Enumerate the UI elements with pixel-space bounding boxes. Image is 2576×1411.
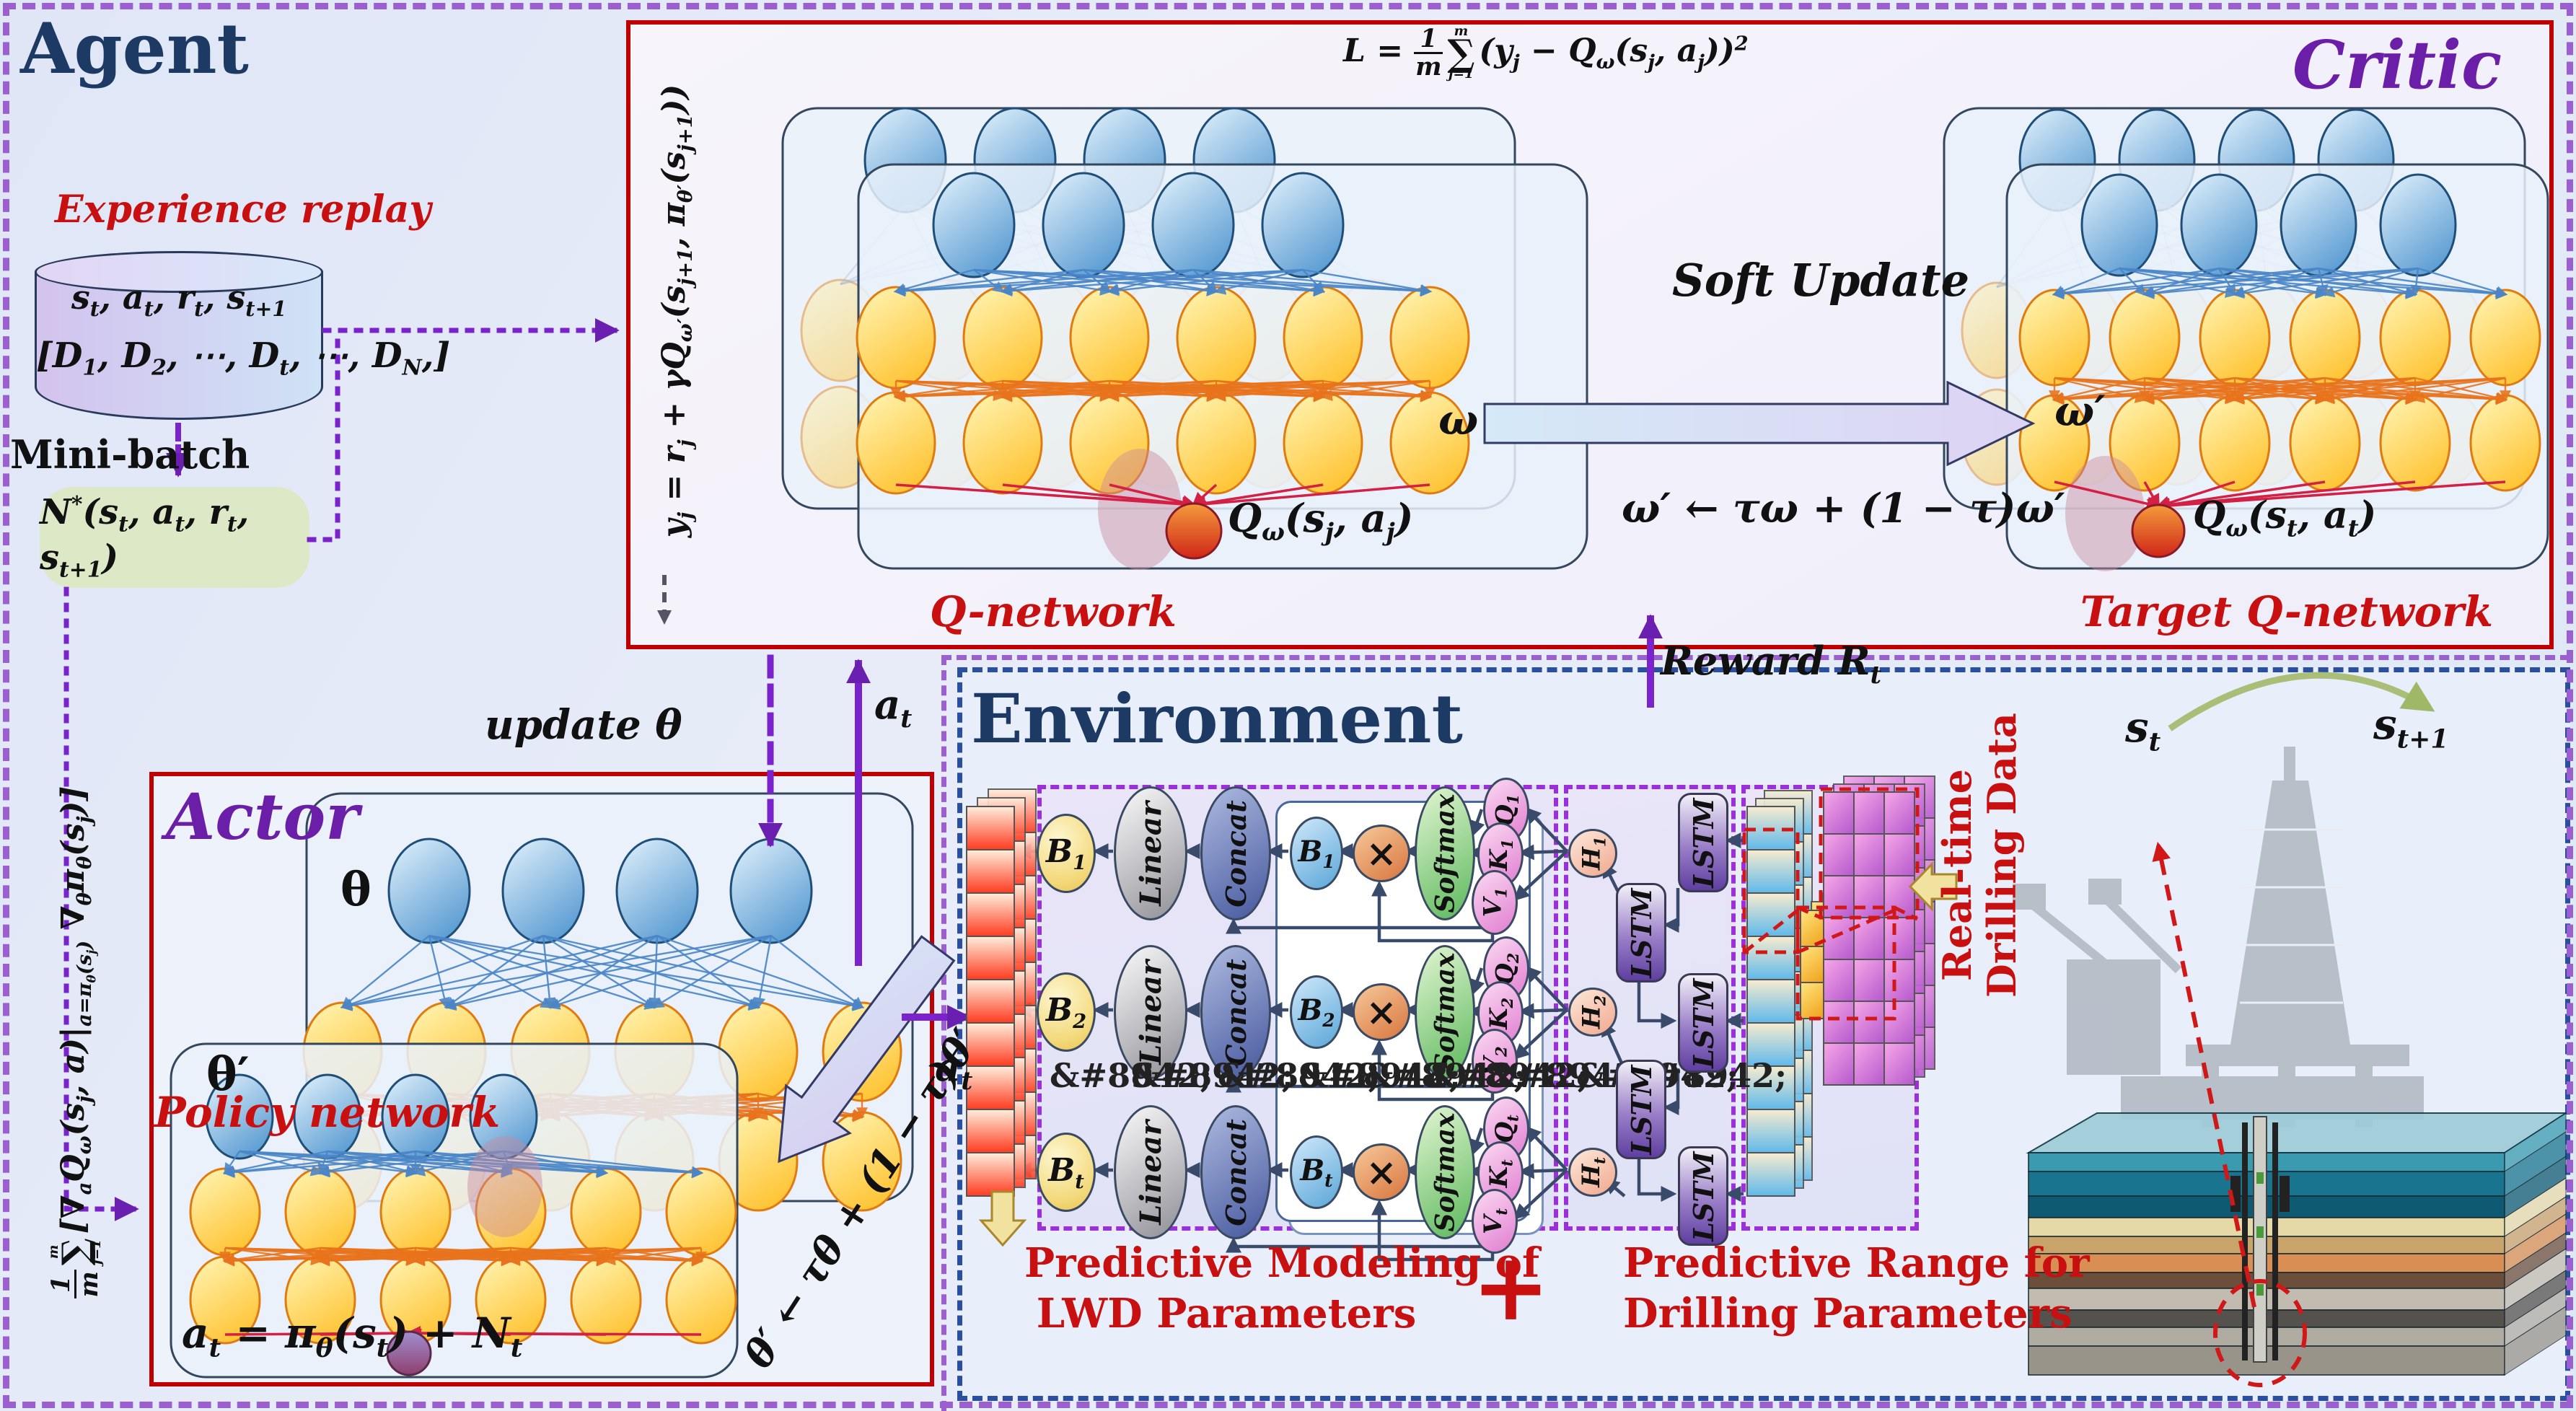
lstm-block: LSTM (1616, 883, 1666, 983)
q-network-output-label: Qω(sj, aj) (1228, 495, 1414, 546)
plus-sign: + (1472, 1231, 1550, 1342)
neural-network-graphic (1943, 107, 2549, 571)
attention-flow-arrows (1015, 806, 1744, 1262)
omega-label: ω (1438, 395, 1479, 444)
state-transition-arrow (2168, 672, 2435, 731)
replay-buffer-text: [D1, D2, ⋯, Dt, ⋯, DN,] (36, 335, 451, 381)
hidden-state-node: H1 (1568, 829, 1617, 878)
b-attention-node: B1 (1290, 817, 1343, 890)
lstm-block: LSTM (1678, 793, 1728, 892)
state-next-label: st+1 (2373, 700, 2449, 755)
minibatch-box: N*(st, at, rt, st+1) (40, 487, 309, 588)
subsurface-earth-block (2026, 841, 2569, 1387)
lstm-block: LSTM (1678, 973, 1728, 1073)
q-network-label: Q-network (930, 587, 1177, 636)
target-q-output-label: Qω(st, at) (2193, 493, 2377, 542)
omega-prime-label: ω′ (2054, 387, 2106, 436)
lstm-block: LSTM (1678, 1146, 1728, 1246)
multiply-icon: × (1353, 825, 1410, 882)
soft-update-label: Soft Update (1672, 254, 1970, 307)
flow-connectors (63, 318, 1663, 1221)
action-to-environment-label: at (935, 1043, 973, 1096)
replay-buffer-cylinder (35, 271, 323, 420)
multiply-icon: × (1353, 983, 1410, 1041)
neural-network-graphic (781, 107, 1588, 570)
minibatch-label: Mini-batch (10, 431, 250, 478)
replay-buffer-cylinder-top (35, 251, 323, 293)
tensor-stacks (966, 775, 1935, 1197)
softmax-node: Softmax (1415, 1105, 1475, 1239)
critic-title: Critic (2293, 26, 2502, 104)
agent-title: Agent (20, 8, 249, 89)
drilling-rig-illustration (2013, 747, 2424, 1128)
b-output-node: B1 (1037, 814, 1096, 893)
linear-node: Linear (1114, 1105, 1187, 1239)
value-node: V2 (1472, 1029, 1518, 1094)
realtime-drilling-data-label: Real-time Drilling Data (1934, 713, 2026, 998)
theta-prime-label: θ′ (206, 1047, 250, 1102)
value-node: Vt (1472, 1189, 1518, 1254)
caption-lwd-line1: Predictive Modeling of (1024, 1239, 1540, 1287)
b-output-node: Bt (1037, 1133, 1096, 1212)
reward-label: Reward Rt (1661, 638, 1882, 689)
linear-node: Linear (1114, 945, 1187, 1079)
b-attention-node: B2 (1290, 975, 1343, 1049)
hidden-state-node: Ht (1568, 1148, 1617, 1197)
update-theta-label: update θ (485, 701, 682, 749)
neural-network-graphic (170, 1042, 739, 1379)
agent-environment-divider-vertical (941, 655, 946, 1411)
b-attention-node: Bt (1290, 1135, 1343, 1209)
value-node: V1 (1472, 870, 1518, 935)
caption-range-line2: Drilling Parameters (1623, 1290, 2072, 1337)
yellow-block-arrows (978, 861, 1958, 1247)
caption-lwd-line2: LWD Parameters (1036, 1290, 1417, 1337)
state-current-label: st (2125, 703, 2161, 757)
theta-label: θ (340, 863, 372, 917)
lstm-block: LSTM (1616, 1060, 1666, 1159)
policy-gradient-formula: 1 m m ∑ j=1 [∇aQω(sj, a)|a=πθ(sj) ∇θπθ(sj)] (46, 786, 105, 1299)
actor-title: Actor (166, 779, 359, 854)
omega-soft-update-formula: ω′ ← τω + (1 − τ)ω′ (1622, 485, 2065, 532)
hidden-state-node: H2 (1568, 988, 1617, 1037)
experience-replay-label: Experience replay (55, 188, 431, 232)
concat-node: Concat (1200, 786, 1271, 920)
minibatch-formula: N*(st, at, rt, st+1) (40, 492, 250, 583)
replay-tuple-text: st, at, rt, st+1 (71, 278, 287, 322)
agent-environment-divider-horizontal (941, 655, 2570, 660)
linear-node: Linear (1114, 786, 1187, 920)
critic-loss-formula: L = 1 m m ∑ j=1 (yj − Qω(sj, aj))2 (1343, 24, 1749, 82)
soft-update-arrows (778, 380, 2036, 1164)
environment-title: Environment (971, 680, 1463, 759)
softmax-node: Softmax (1415, 786, 1475, 920)
caption-range-line1: Predictive Range for (1623, 1239, 2090, 1287)
target-q-network-label: Target Q-network (2080, 587, 2494, 636)
b-output-node: B2 (1037, 972, 1096, 1052)
concat-node: Concat (1200, 1105, 1271, 1239)
actor-output-formula: at = πθ(st) + Nt (182, 1309, 523, 1363)
td-target-formula: yj = rj + γQω′(sj+1, πθ′(sj+1)) (656, 84, 697, 538)
action-to-critic-label: at (874, 681, 913, 734)
multiply-icon: × (1353, 1143, 1410, 1201)
